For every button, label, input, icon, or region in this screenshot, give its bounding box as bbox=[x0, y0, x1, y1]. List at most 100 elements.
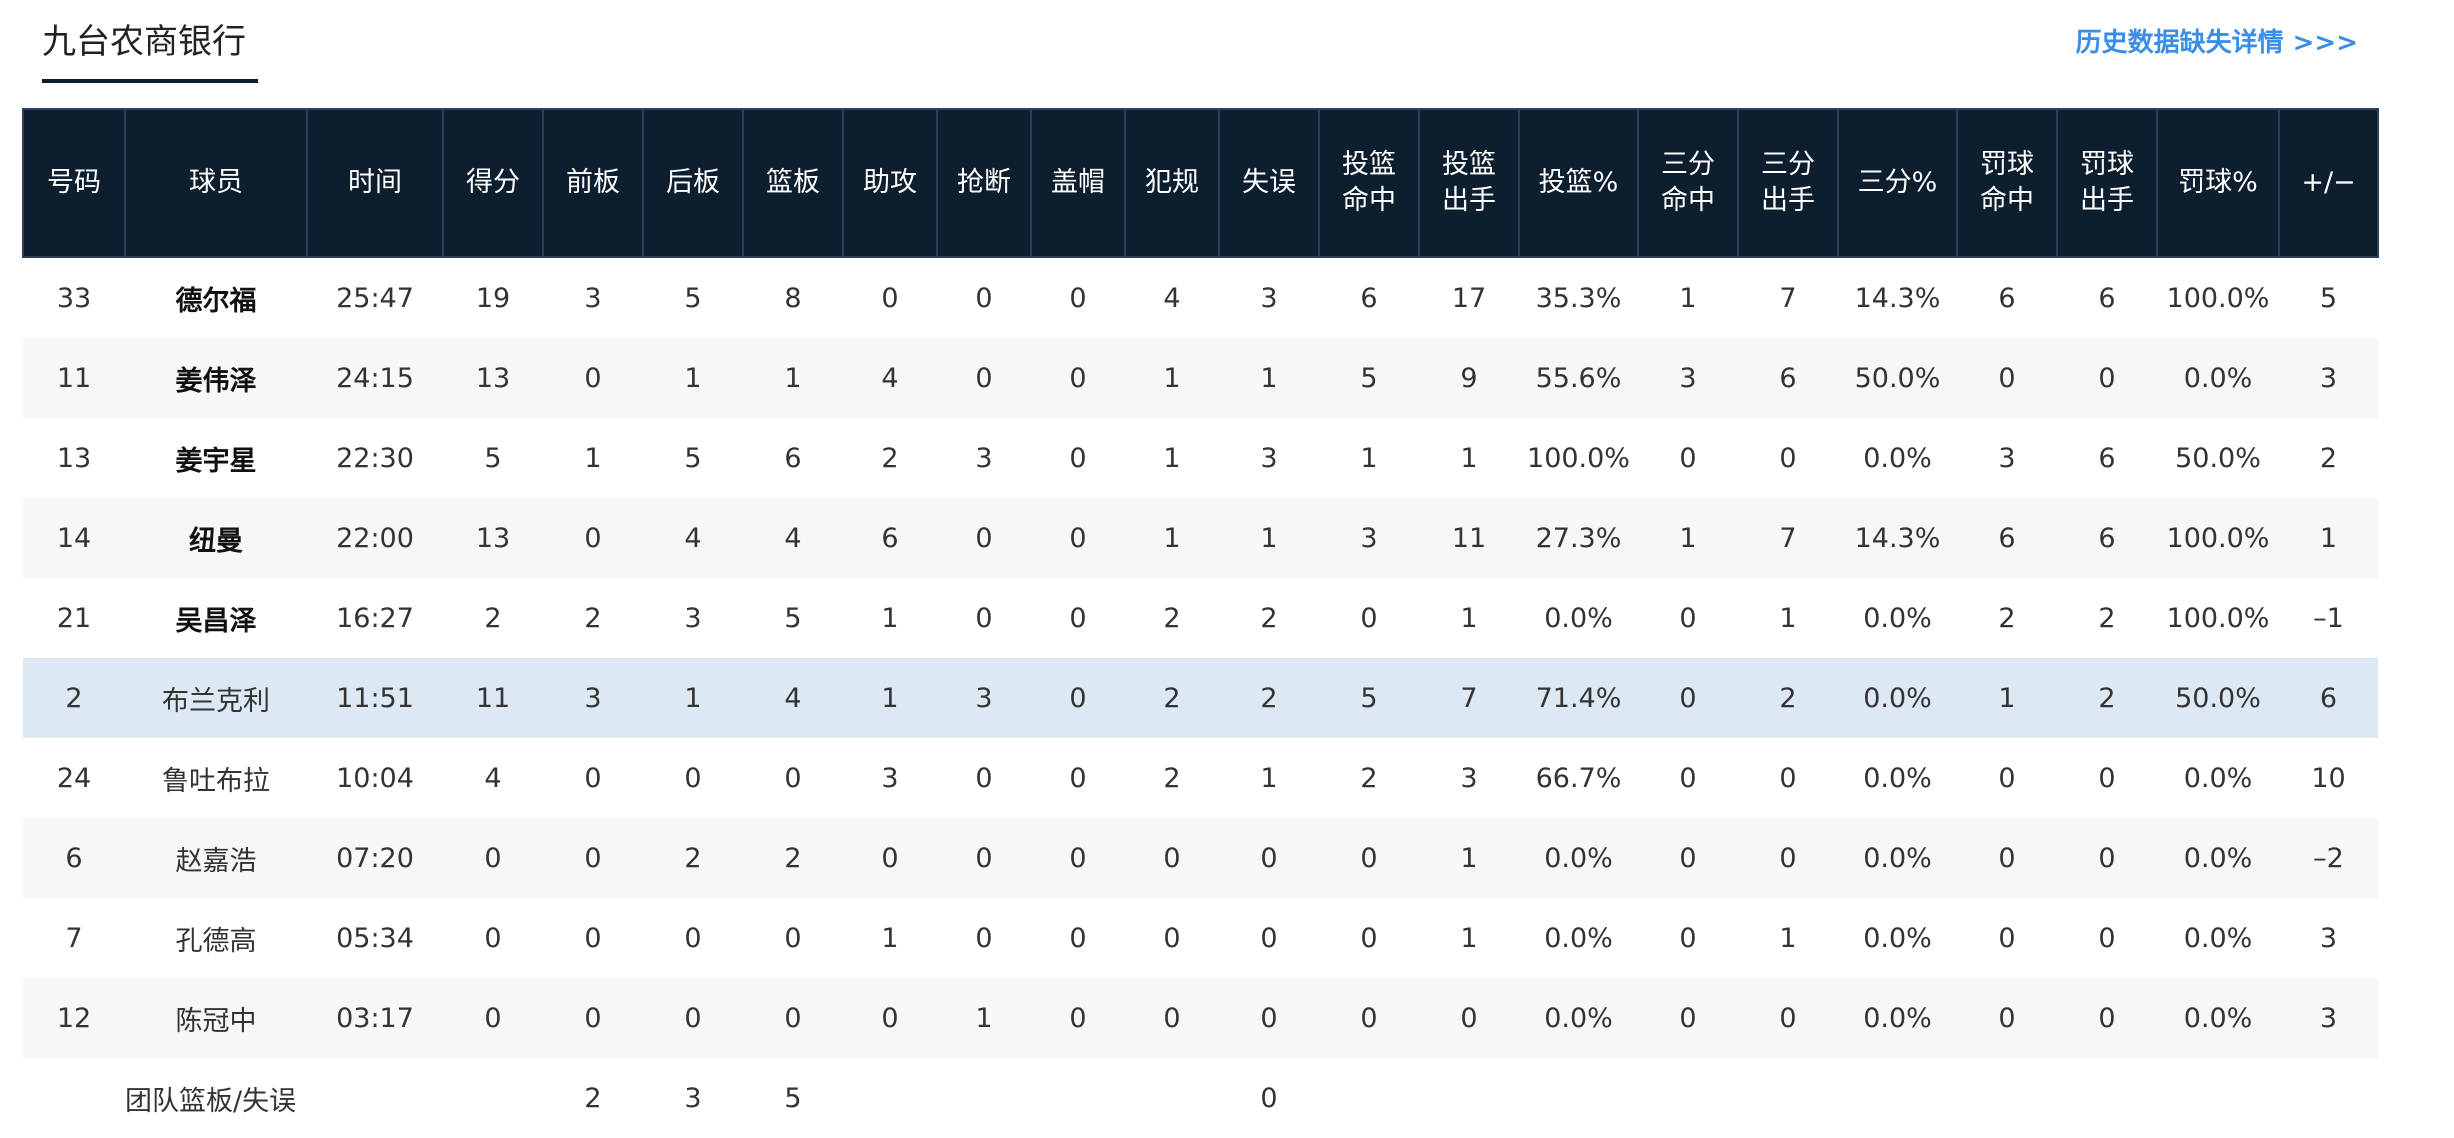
stat-cell: 1 bbox=[1260, 362, 1278, 394]
stat-cell: 07:20 bbox=[336, 842, 414, 874]
stat-cell: 0 bbox=[881, 842, 899, 874]
stat-cell: 0 bbox=[1360, 842, 1378, 874]
stat-cell: 3 bbox=[881, 762, 899, 794]
stat-cell: 0 bbox=[1260, 1002, 1278, 1034]
stat-cell: 0.0% bbox=[1863, 682, 1932, 714]
stat-cell: 2 bbox=[584, 602, 602, 634]
stat-cell: 100.0% bbox=[2166, 602, 2270, 634]
stat-cell: 0 bbox=[684, 762, 702, 794]
stat-cell: 0.0% bbox=[1863, 842, 1932, 874]
stat-cell: 3 bbox=[2319, 922, 2338, 954]
stat-cell: 1 bbox=[1460, 442, 1478, 474]
stat-cell: –1 bbox=[2313, 602, 2344, 634]
stat-cell: 0 bbox=[484, 1002, 502, 1034]
empty-cell bbox=[2157, 1058, 2279, 1138]
stat-cell: 14.3% bbox=[1854, 282, 1941, 314]
stat-cell: 5 bbox=[1360, 682, 1378, 714]
stat-cell: 0.0% bbox=[2183, 842, 2253, 874]
stat-cell: 2 bbox=[2098, 682, 2116, 714]
stat-cell: 3 bbox=[1998, 442, 2016, 474]
stat-cell: 1 bbox=[1163, 442, 1181, 474]
stat-cell: 1 bbox=[1779, 922, 1797, 954]
stat-cell: 0 bbox=[1679, 922, 1697, 954]
stat-cell: 0 bbox=[2098, 762, 2116, 794]
stat-cell: 0 bbox=[1679, 442, 1697, 474]
stat-cell: 2 bbox=[1163, 762, 1181, 794]
stat-cell: 7 bbox=[1779, 522, 1797, 554]
stat-cell: 10:04 bbox=[336, 762, 414, 794]
stat-cell: 6 bbox=[1779, 362, 1797, 394]
stat-cell: 100.0% bbox=[2166, 522, 2270, 554]
stat-cell: 33 bbox=[56, 282, 92, 314]
stat-cell: 7 bbox=[1779, 282, 1797, 314]
stat-cell: 0.0% bbox=[1544, 842, 1613, 874]
stat-cell: 0 bbox=[1679, 1002, 1697, 1034]
stat-cell: 11 bbox=[56, 362, 92, 394]
stat-cell: 2 bbox=[2098, 602, 2116, 634]
stat-cell: 3 bbox=[584, 282, 602, 314]
stat-cell: 1 bbox=[784, 362, 802, 394]
stat-cell: 0 bbox=[1460, 1002, 1478, 1034]
column-header: 号码 bbox=[22, 108, 126, 258]
stat-cell: 3 bbox=[2319, 362, 2338, 394]
empty-cell bbox=[843, 1058, 937, 1138]
empty-cell bbox=[307, 1058, 443, 1138]
stat-cell: 6 bbox=[881, 522, 899, 554]
player-name: 鲁吐布拉 bbox=[162, 765, 270, 797]
stat-cell: 0 bbox=[1069, 442, 1087, 474]
stat-cell: 7 bbox=[65, 922, 83, 954]
stat-cell: 0 bbox=[1163, 1002, 1181, 1034]
stat-cell: 2 bbox=[1998, 602, 2016, 634]
column-header: +/− bbox=[2278, 108, 2379, 258]
stat-cell: 0 bbox=[1779, 762, 1797, 794]
stat-cell: 0 bbox=[1163, 842, 1181, 874]
stat-cell: 50.0% bbox=[2175, 682, 2261, 714]
column-header: 球员 bbox=[124, 108, 308, 258]
stat-cell: 4 bbox=[684, 522, 702, 554]
empty-cell bbox=[443, 1058, 543, 1138]
stat-cell: 50.0% bbox=[2175, 442, 2261, 474]
stat-cell: 0 bbox=[484, 922, 502, 954]
stat-cell: 03:17 bbox=[336, 1002, 414, 1034]
stat-cell: 14 bbox=[56, 522, 92, 554]
stat-cell: 71.4% bbox=[1535, 682, 1622, 714]
column-header: 投篮% bbox=[1518, 108, 1639, 258]
stat-cell: 1 bbox=[1260, 522, 1278, 554]
stat-cell: 10 bbox=[2311, 762, 2346, 794]
stat-cell: 16:27 bbox=[336, 602, 414, 634]
stat-cell: 0 bbox=[1998, 922, 2016, 954]
stat-cell: 6 bbox=[2098, 442, 2116, 474]
stat-cell: 0 bbox=[1779, 442, 1797, 474]
column-header: 篮板 bbox=[742, 108, 844, 258]
stat-cell: 2 bbox=[684, 842, 702, 874]
column-header: 三分 命中 bbox=[1637, 108, 1739, 258]
stat-cell: 5 bbox=[784, 602, 802, 634]
player-row: 24 鲁吐布拉 10:04 4 0 0 0 3 0 0 2 1 2 3 66.7% 0 0 0.0% 0 0 0.0% 1… bbox=[23, 738, 2378, 818]
stat-cell: 1 bbox=[1360, 442, 1378, 474]
stat-cell: 17 bbox=[1451, 282, 1487, 314]
stat-cell: 0 bbox=[1779, 1002, 1797, 1034]
stat-cell: 0 bbox=[1360, 1002, 1378, 1034]
stat-cell: 6 bbox=[784, 442, 802, 474]
stat-cell: 0 bbox=[1069, 362, 1087, 394]
stat-cell: 8 bbox=[784, 282, 802, 314]
column-header: 三分 出手 bbox=[1737, 108, 1839, 258]
stat-cell: 0 bbox=[1069, 522, 1087, 554]
history-link[interactable]: 历史数据缺失详情 >>> bbox=[2075, 28, 2358, 58]
player-name: 赵嘉浩 bbox=[175, 845, 257, 877]
stat-cell: 0 bbox=[975, 842, 993, 874]
stat-cell: 0 bbox=[584, 362, 602, 394]
header-row: 号码 球员 时间 得分 前板 后板 篮板 助攻 抢断 盖帽 犯规 失误 投篮 命中 投篮 出手 投篮% 三分 … bbox=[22, 108, 2379, 258]
stat-cell: 0 bbox=[1260, 842, 1278, 874]
player-row: 6 赵嘉浩 07:20 0 0 2 2 0 0 0 0 0 0 1 0.0% 0 0 0.0% 0 0 0.0% –2 bbox=[23, 818, 2378, 898]
stat-cell: 6 bbox=[2319, 682, 2338, 714]
stat-cell: 4 bbox=[784, 682, 802, 714]
stat-cell: 0 bbox=[484, 842, 502, 874]
column-header: 罚球% bbox=[2156, 108, 2280, 258]
stat-cell: 22:00 bbox=[336, 522, 414, 554]
column-header: 得分 bbox=[442, 108, 544, 258]
stat-cell: 6 bbox=[2098, 282, 2116, 314]
stat-cell: 0 bbox=[975, 522, 993, 554]
stat-cell: 1 bbox=[684, 682, 702, 714]
player-name: 陈冠中 bbox=[175, 1005, 257, 1037]
